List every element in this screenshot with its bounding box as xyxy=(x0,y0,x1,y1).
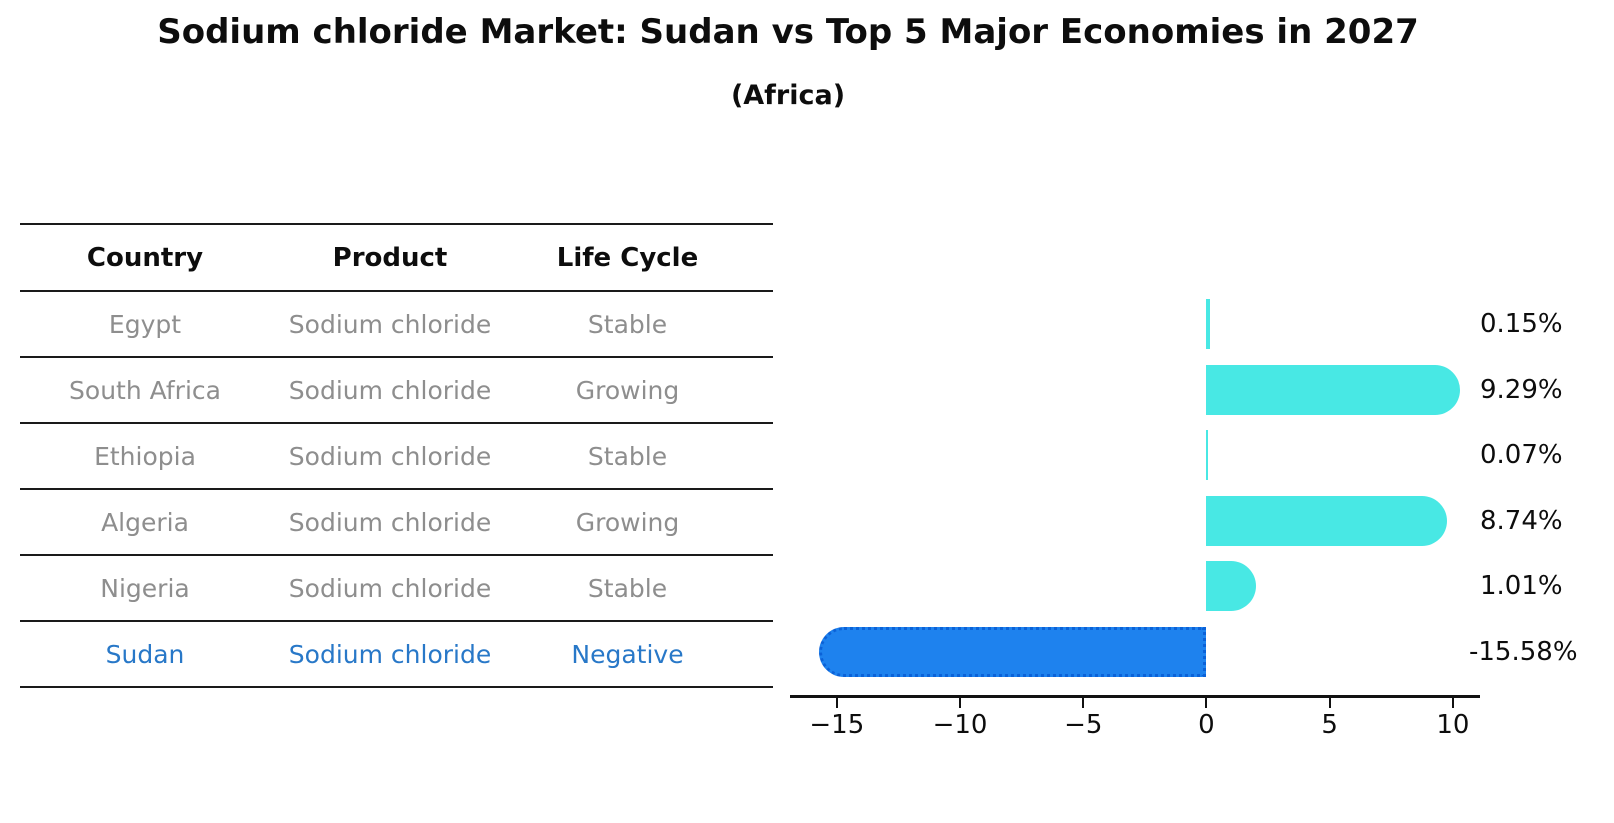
cell-country: Sudan xyxy=(105,639,185,669)
x-tick xyxy=(1082,698,1085,708)
x-tick xyxy=(835,698,838,708)
cell-product: Sodium chloride xyxy=(288,309,492,339)
table-row-algeria: Algeria Sodium chloride Growing xyxy=(20,490,773,556)
value-label-algeria: 8.74% xyxy=(1480,505,1563,536)
cell-product: Sodium chloride xyxy=(288,639,492,669)
cell-life-cycle: Negative xyxy=(571,639,684,669)
cell-product: Sodium chloride xyxy=(288,573,492,603)
column-header-product: Product xyxy=(332,242,448,273)
country-table: Country Product Life Cycle Egypt Sodium c… xyxy=(20,223,773,688)
cell-product: Sodium chloride xyxy=(288,441,492,471)
cell-country: South Africa xyxy=(69,375,221,405)
cell-country: Nigeria xyxy=(100,573,190,603)
table-row-south-africa: South Africa Sodium chloride Growing xyxy=(20,358,773,424)
table-row-ethiopia: Ethiopia Sodium chloride Stable xyxy=(20,424,773,490)
value-label-ethiopia: 0.07% xyxy=(1480,440,1563,470)
x-tick-label: 0 xyxy=(1198,710,1215,740)
bar-ethiopia xyxy=(1206,430,1209,480)
x-tick xyxy=(1328,698,1331,708)
cell-country: Egypt xyxy=(108,309,182,339)
value-label-nigeria: 1.01% xyxy=(1480,571,1563,601)
cell-country: Ethiopia xyxy=(94,441,196,471)
bar-egypt xyxy=(1206,299,1211,349)
table-header-row: Country Product Life Cycle xyxy=(20,225,773,292)
bar-sudan xyxy=(818,626,1207,677)
chart-subtitle: (Africa) xyxy=(730,80,846,111)
cell-life-cycle: Growing xyxy=(575,507,680,537)
bar-south-africa xyxy=(1206,364,1461,415)
x-tick xyxy=(959,698,962,708)
value-label-sudan: -15.58% xyxy=(1469,636,1578,667)
cell-life-cycle: Stable xyxy=(587,573,668,603)
bar-algeria xyxy=(1206,495,1447,546)
x-tick-label: −10 xyxy=(932,710,988,740)
x-tick-label: −5 xyxy=(1064,710,1103,740)
value-label-egypt: 0.15% xyxy=(1480,309,1563,339)
x-tick-label: 5 xyxy=(1321,710,1338,740)
x-tick xyxy=(1451,698,1454,708)
cell-product: Sodium chloride xyxy=(288,507,492,537)
x-tick-label: 10 xyxy=(1436,710,1470,740)
table-row-egypt: Egypt Sodium chloride Stable xyxy=(20,292,773,358)
table-row-nigeria: Nigeria Sodium chloride Stable xyxy=(20,556,773,622)
cell-life-cycle: Stable xyxy=(587,309,668,339)
column-header-country: Country xyxy=(86,242,204,273)
value-label-south-africa: 9.29% xyxy=(1480,374,1563,405)
x-axis-line xyxy=(790,695,1480,698)
cell-country: Algeria xyxy=(101,507,189,537)
cell-product: Sodium chloride xyxy=(288,375,492,405)
cell-life-cycle: Stable xyxy=(587,441,668,471)
chart-title: Sodium chloride Market: Sudan vs Top 5 M… xyxy=(157,12,1419,52)
bar-nigeria xyxy=(1206,561,1257,611)
table-row-sudan: Sudan Sodium chloride Negative xyxy=(20,622,773,688)
table-body: Egypt Sodium chloride Stable South Africa So… xyxy=(20,292,773,688)
x-tick xyxy=(1205,698,1208,708)
cell-life-cycle: Growing xyxy=(575,375,680,405)
x-tick-label: −15 xyxy=(809,710,865,740)
column-header-life-cycle: Life Cycle xyxy=(556,242,699,273)
